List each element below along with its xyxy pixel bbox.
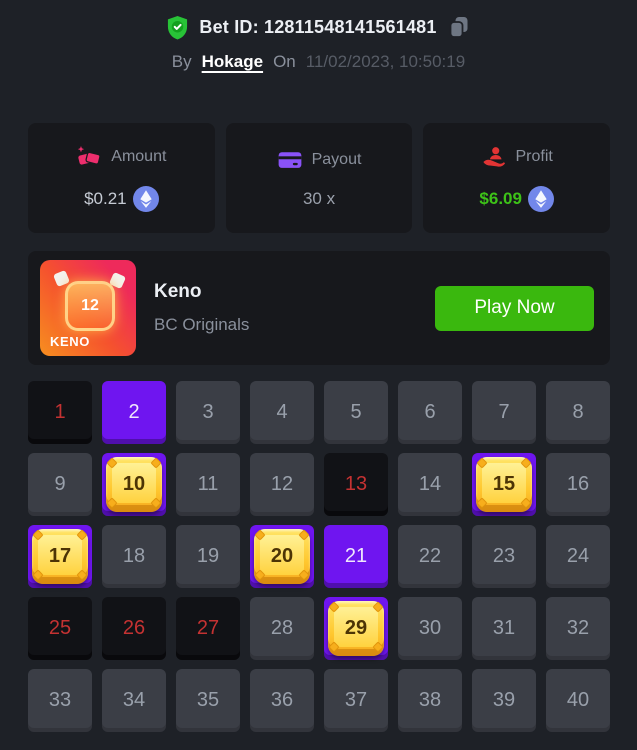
on-label: On (273, 52, 296, 71)
play-now-button[interactable]: Play Now (435, 285, 594, 331)
keno-cell-5: 5 (324, 381, 388, 444)
keno-cell-23: 23 (472, 525, 536, 588)
bet-timestamp: 11/02/2023, 10:50:19 (305, 52, 466, 71)
keno-cell-30: 30 (398, 597, 462, 660)
keno-cell-40: 40 (546, 669, 610, 732)
game-card: 12 KENO Keno BC Originals Play Now (28, 251, 610, 365)
keno-cell-39: 39 (472, 669, 536, 732)
game-provider: BC Originals (154, 315, 250, 334)
keno-cell-32: 32 (546, 597, 610, 660)
keno-cell-9: 9 (28, 453, 92, 516)
payout-label: Payout (311, 151, 362, 168)
keno-cell-37: 37 (324, 669, 388, 732)
keno-cell-16: 16 (546, 453, 610, 516)
keno-cell-22: 22 (398, 525, 462, 588)
keno-cell-14: 14 (398, 453, 462, 516)
keno-cell-6: 6 (398, 381, 462, 444)
profit-label: Profit (515, 148, 553, 165)
keno-cell-2: 2 (102, 381, 166, 444)
payout-value: 30 x (302, 189, 336, 208)
ethereum-coin-icon (132, 186, 159, 212)
keno-cell-27: 27 (176, 597, 240, 660)
amount-card: Amount $0.21 (28, 123, 215, 233)
keno-cell-4: 4 (250, 381, 314, 444)
keno-board: 1 2 3 4 5 6 7 8 9 10 11 12 13 14 15 16 17 18 19 20 21 22 23 24 2… (28, 381, 610, 732)
keno-game-thumbnail[interactable]: 12 KENO (40, 260, 136, 356)
keno-cell-1: 1 (28, 381, 92, 444)
keno-cell-8: 8 (546, 381, 610, 444)
money-icon (76, 144, 102, 170)
keno-cell-33: 33 (28, 669, 92, 732)
keno-cell-11: 11 (176, 453, 240, 516)
gold-gem-icon: 20 (254, 529, 310, 584)
keno-cell-12: 12 (250, 453, 314, 516)
profit-value: $6.09 (479, 189, 522, 208)
hand-profit-icon (481, 144, 507, 170)
keno-cell-26: 26 (102, 597, 166, 660)
thumbnail-gem: 12 (65, 281, 115, 331)
gold-gem-icon: 10 (106, 457, 162, 512)
amount-label: Amount (111, 148, 167, 165)
profit-card: Profit $6.09 (423, 123, 611, 233)
keno-cell-20: 20 (250, 525, 314, 588)
keno-cell-19: 19 (176, 525, 240, 588)
keno-cell-17: 17 (28, 525, 92, 588)
stats-row: Amount $0.21 Payout (28, 123, 611, 233)
bet-id-text: Bet ID: 12811548141561481 (199, 16, 437, 37)
keno-cell-3: 3 (176, 381, 240, 444)
thumbnail-title: KENO (50, 334, 90, 349)
keno-cell-29: 29 (324, 597, 388, 660)
keno-cell-18: 18 (102, 525, 166, 588)
by-label: By (171, 52, 192, 71)
keno-cell-28: 28 (250, 597, 314, 660)
keno-cell-35: 35 (176, 669, 240, 732)
gold-gem-icon: 29 (328, 601, 384, 656)
amount-value: $0.21 (84, 189, 127, 208)
gold-gem-icon: 15 (476, 457, 532, 512)
keno-cell-31: 31 (472, 597, 536, 660)
keno-cell-7: 7 (472, 381, 536, 444)
payout-card: Payout 30 x (225, 123, 413, 233)
keno-cell-15: 15 (472, 453, 536, 516)
keno-cell-13: 13 (324, 453, 388, 516)
game-title: Keno (154, 281, 202, 302)
username-link[interactable]: Hokage (201, 52, 264, 71)
keno-cell-34: 34 (102, 669, 166, 732)
verified-shield-icon (166, 15, 189, 40)
gold-gem-icon: 17 (32, 529, 88, 584)
ethereum-coin-icon (527, 186, 554, 212)
keno-cell-21: 21 (324, 525, 388, 588)
keno-cell-24: 24 (546, 525, 610, 588)
keno-cell-25: 25 (28, 597, 92, 660)
keno-cell-36: 36 (250, 669, 314, 732)
keno-cell-38: 38 (398, 669, 462, 732)
keno-cell-10: 10 (102, 453, 166, 516)
bet-header: Bet ID: 12811548141561481 By Hokage On 1… (0, 0, 637, 72)
credit-card-icon (277, 147, 303, 173)
copy-icon[interactable] (447, 14, 471, 40)
